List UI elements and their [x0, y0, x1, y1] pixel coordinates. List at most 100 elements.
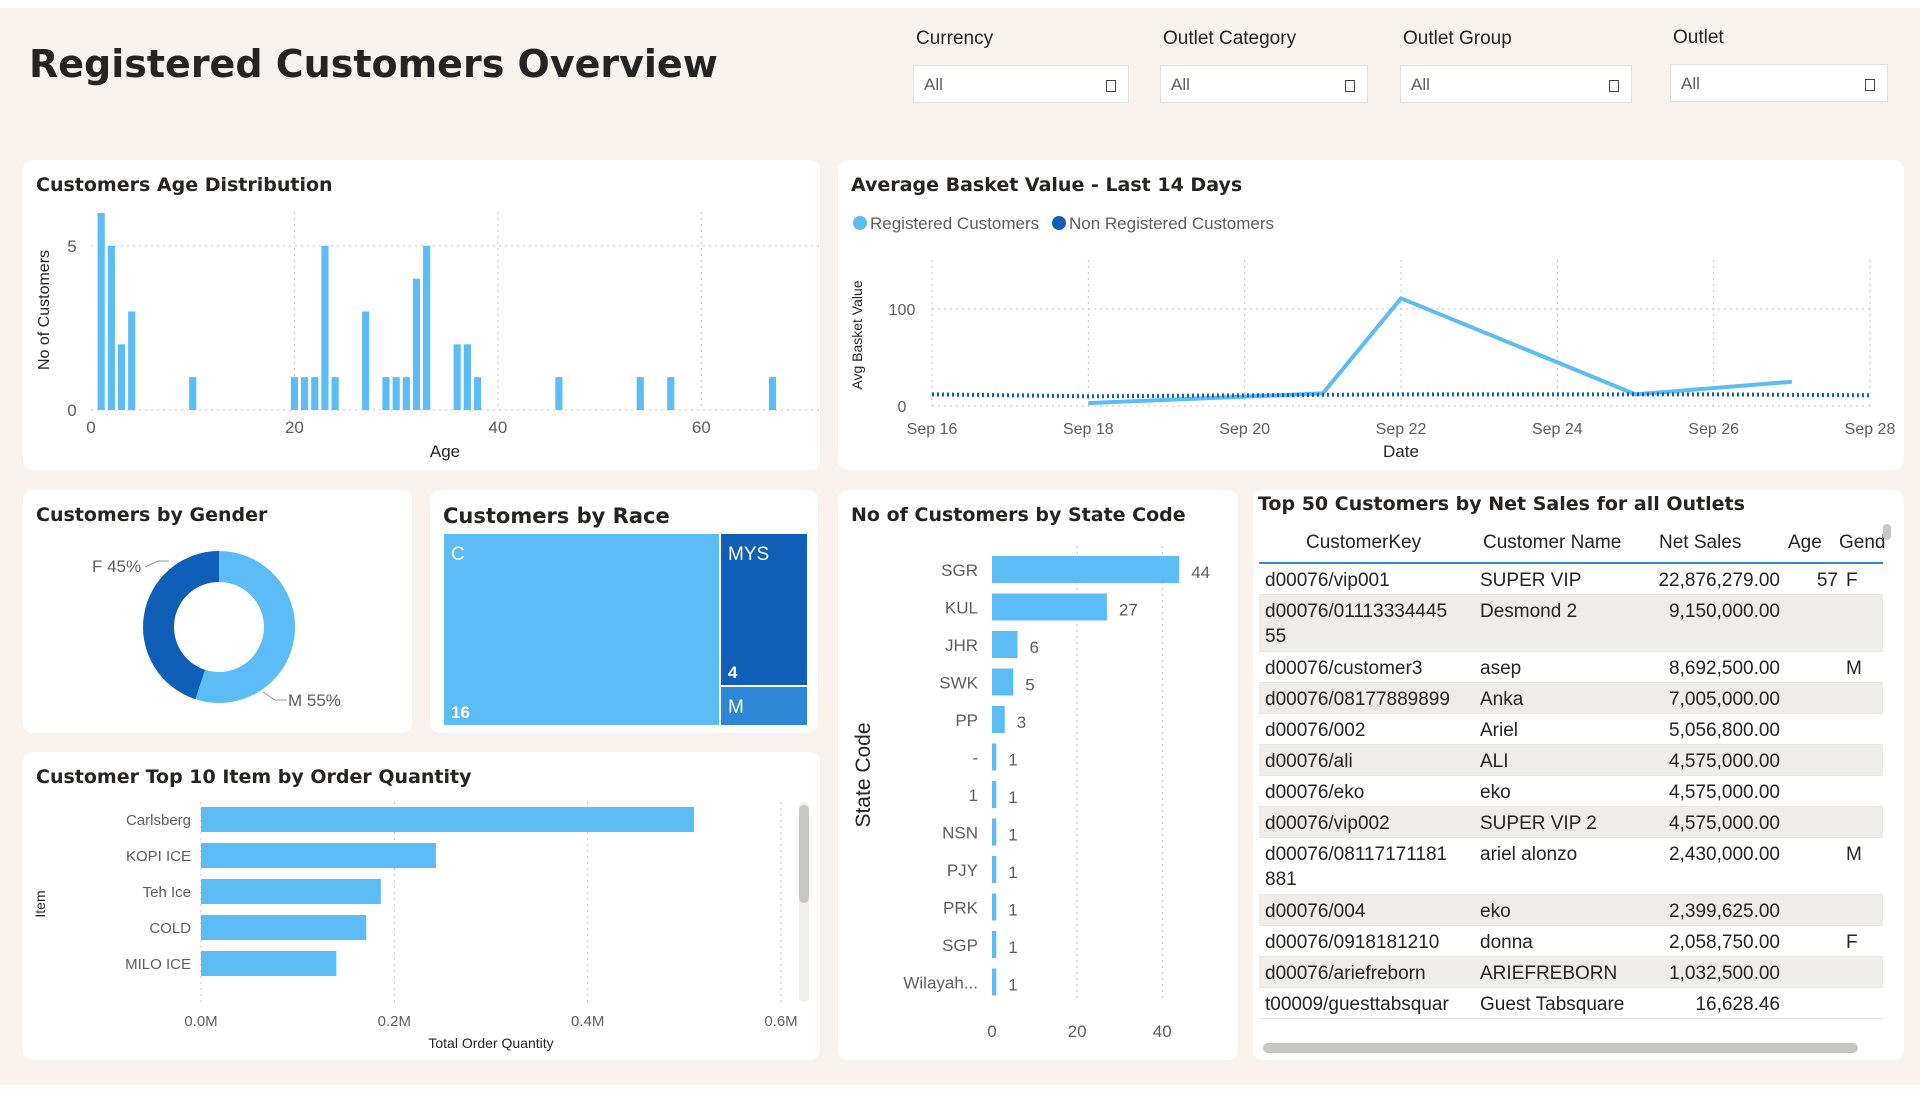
outlet-category-dropdown[interactable]: All	[1160, 65, 1368, 103]
age-bar	[423, 245, 431, 410]
race-tile-value: 4	[728, 663, 738, 682]
state-label: JHR	[945, 636, 978, 655]
table-row[interactable]: d00076/08117171181 881 ariel alonzo 2,430,…	[1259, 838, 1883, 895]
outlet-dropdown[interactable]: All	[1670, 64, 1888, 102]
cell-customer-key: d00076/08117171181 881	[1265, 844, 1448, 890]
cell-customer-name: eko	[1480, 901, 1511, 922]
table-title: Top 50 Customers by Net Sales for all Ou…	[1258, 493, 1745, 515]
state-bar	[992, 706, 1005, 733]
x-tick-label: Sep 18	[1063, 421, 1114, 438]
table-row[interactable]: t00009/guesttabsquar Guest Tabsquare 16,62…	[1259, 988, 1883, 1019]
x-axis-title: Total Order Quantity	[428, 1035, 553, 1051]
x-tick-label: 60	[692, 418, 711, 437]
x-tick-label: 0.0M	[184, 1013, 217, 1030]
age-distribution-card[interactable]: Customers Age Distribution 0 20 40 60 0 5 Age N…	[23, 160, 820, 470]
items-chart-title: Customer Top 10 Item by Order Quantity	[36, 766, 472, 788]
leader-line	[262, 691, 287, 701]
y-tick-label: 5	[67, 237, 76, 256]
y-axis-title: State Code	[852, 722, 875, 827]
state-bar	[992, 668, 1014, 696]
state-bar	[992, 856, 997, 883]
cell-gender: M	[1846, 658, 1862, 679]
table-row[interactable]: d00076/0918181210 donna 2,058,750.00 F	[1259, 926, 1883, 957]
x-tick-label: Sep 26	[1688, 421, 1739, 438]
table-row[interactable]: d00076/01113334445 55 Desmond 2 9,150,000.…	[1259, 595, 1883, 652]
cell-net-sales: 2,058,750.00	[1669, 932, 1780, 953]
currency-slicer-label: Currency	[916, 28, 994, 49]
column-header[interactable]: Customer Name	[1483, 532, 1622, 553]
column-header[interactable]: CustomerKey	[1306, 532, 1422, 553]
table-row[interactable]: d00076/customer3 asep 8,692,500.00 M	[1259, 652, 1883, 683]
state-value-label: 1	[1008, 901, 1017, 920]
state-value-label: 1	[1008, 751, 1017, 770]
x-tick-label: 0	[987, 1022, 996, 1041]
cell-customer-name: asep	[1480, 658, 1522, 679]
cell-customer-key: d00076/vip001	[1265, 570, 1390, 591]
age-chart-title: Customers Age Distribution	[36, 174, 333, 196]
outlet-group-dropdown[interactable]: All	[1400, 65, 1632, 103]
cell-net-sales: 7,005,000.00	[1669, 689, 1780, 710]
state-chart-title: No of Customers by State Code	[851, 504, 1186, 526]
age-bar	[321, 245, 329, 410]
state-bar	[992, 743, 997, 771]
table-row[interactable]: d00076/002 Ariel 5,056,800.00	[1259, 714, 1883, 745]
age-bar	[402, 377, 410, 410]
item-bar	[201, 879, 381, 904]
age-bar	[382, 377, 390, 410]
cell-customer-key: t00009/guesttabsquar	[1265, 994, 1449, 1015]
table-row[interactable]: d00076/vip001 SUPER VIP 22,876,279.00 57 F	[1259, 564, 1883, 595]
race-tile-value: 16	[451, 703, 470, 722]
top-items-card[interactable]: Customer Top 10 Item by Order Quantity C…	[23, 752, 820, 1060]
page-title: Registered Customers Overview	[29, 42, 718, 86]
currency-dropdown[interactable]: All	[913, 65, 1129, 103]
race-card[interactable]: Customers by Race C 16 MYS 4 M	[430, 490, 818, 733]
table-row[interactable]: d00076/vip002 SUPER VIP 2 4,575,000.00	[1259, 807, 1883, 838]
table-row[interactable]: d00076/ali ALI 4,575,000.00	[1259, 745, 1883, 776]
cell-customer-key: d00076/customer3	[1265, 658, 1423, 679]
y-axis-title: Avg Basket Value	[849, 280, 865, 389]
table-horizontal-scrollbar[interactable]	[1263, 1043, 1858, 1053]
state-bar	[992, 593, 1107, 621]
state-bar	[992, 968, 997, 996]
state-label: NSN	[942, 824, 978, 843]
chevron-down-icon	[1345, 80, 1355, 92]
state-value-label: 5	[1025, 676, 1034, 695]
age-bar	[128, 311, 136, 410]
state-label: PJY	[947, 861, 978, 880]
state-bar	[992, 631, 1018, 658]
age-bar	[97, 213, 105, 410]
header-underline	[1259, 562, 1883, 564]
outlet-group-value: All	[1411, 75, 1430, 94]
cell-net-sales: 4,575,000.00	[1669, 813, 1780, 834]
table-vertical-scrollbar[interactable]	[1883, 524, 1891, 540]
table-row[interactable]: d00076/08177889899 Anka 7,005,000.00	[1259, 683, 1883, 714]
table-row[interactable]: d00076/ariefreborn ARIEFREBORN 1,032,500.0…	[1259, 957, 1883, 988]
age-bar	[412, 278, 421, 410]
y-axis-title: No of Customers	[36, 250, 53, 370]
table-row[interactable]: d00076/eko eko 4,575,000.00	[1259, 776, 1883, 807]
race-tile-c	[444, 534, 719, 725]
age-bar	[362, 311, 370, 410]
column-header[interactable]: Net Sales	[1659, 532, 1742, 553]
state-code-card[interactable]: No of Customers by State Code SGR 44 KUL 27…	[838, 490, 1238, 1060]
gender-label-f: F 45%	[92, 557, 141, 576]
state-value-label: 1	[1008, 788, 1017, 807]
item-bar	[201, 807, 694, 832]
cell-gender: F	[1846, 932, 1858, 953]
top-customers-card[interactable]: Top 50 Customers by Net Sales for all Ou…	[1253, 490, 1904, 1060]
column-header[interactable]: Gend	[1839, 532, 1886, 553]
outlet-category-slicer-label: Outlet Category	[1163, 28, 1297, 49]
gender-card[interactable]: Customers by Gender F 45% M 55%	[23, 490, 412, 733]
basket-value-card[interactable]: Average Basket Value - Last 14 Days Regi…	[838, 160, 1904, 470]
legend-label-non-registered: Non Registered Customers	[1069, 214, 1274, 233]
cell-gender: F	[1846, 570, 1858, 591]
cell-customer-name: Guest Tabsquare	[1480, 994, 1625, 1015]
table-row[interactable]: d00076/004 eko 2,399,625.00	[1259, 895, 1883, 926]
cell-customer-name: Desmond 2	[1480, 601, 1578, 622]
item-label: COLD	[149, 920, 191, 937]
cell-customer-name: SUPER VIP 2	[1480, 813, 1597, 834]
column-header[interactable]: Age	[1788, 532, 1822, 553]
age-bar	[290, 377, 299, 410]
cell-customer-key: d00076/004	[1265, 901, 1366, 922]
chevron-down-icon	[1609, 80, 1619, 92]
